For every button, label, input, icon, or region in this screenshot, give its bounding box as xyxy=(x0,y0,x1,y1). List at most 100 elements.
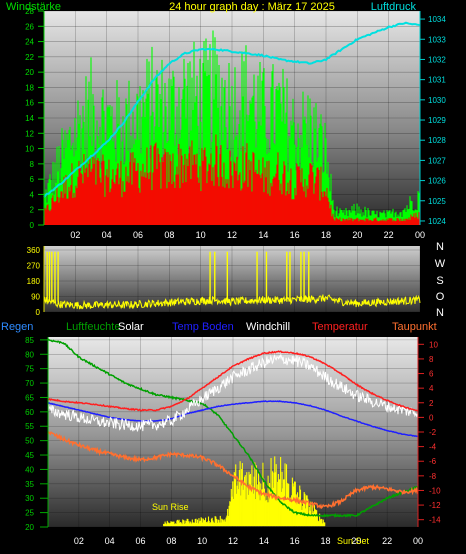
temp-tick-label: 8 xyxy=(429,355,434,364)
temp-x-tick-label: 00 xyxy=(413,536,423,546)
direction-label-w: W xyxy=(435,258,446,270)
wind-tick-label: 24 xyxy=(25,38,34,47)
pressure-tick-label: 1025 xyxy=(428,197,446,206)
direction-tick-label: 270 xyxy=(27,262,41,271)
temp-tick-label: -12 xyxy=(429,501,441,510)
humidity-tick-label: 60 xyxy=(25,408,34,417)
direction-tick-label: 90 xyxy=(31,293,40,302)
temp-tick-label: -8 xyxy=(429,472,437,481)
temp-tick-label: 6 xyxy=(429,370,434,379)
legend-taupunkt: Taupunkt xyxy=(392,321,437,333)
wind-tick-label: 6 xyxy=(30,175,35,184)
pressure-line xyxy=(43,21,421,198)
temp-x-tick-label: 22 xyxy=(382,536,392,546)
temp-gridlines xyxy=(48,337,419,528)
temp-tick-label: -10 xyxy=(429,486,441,495)
sun-set-label: Sun Set xyxy=(337,536,370,546)
wind-x-tick-label: 22 xyxy=(384,230,394,240)
wind-x-tick-label: 18 xyxy=(321,230,331,240)
wind-tick-label: 16 xyxy=(25,99,34,108)
chart-title: 24 hour graph day : März 17 2025 xyxy=(169,1,335,13)
humidity-tick-label: 20 xyxy=(25,523,34,532)
wind-x-axis: 02 04 06 08 10 12 14 16 18 20 22 00 xyxy=(70,230,425,240)
direction-tick-label: 180 xyxy=(27,277,41,286)
humidity-line xyxy=(47,338,419,518)
temp-tick-label: -2 xyxy=(429,428,437,437)
wind-x-tick-label: 10 xyxy=(196,230,206,240)
legend-windchill: Windchill xyxy=(246,321,290,333)
wind-direction-spikes xyxy=(46,251,310,302)
temp-tick-label: -14 xyxy=(429,516,441,525)
windchill-line xyxy=(47,354,419,432)
legend-solar: Solar xyxy=(118,321,144,333)
wind-tick-label: 20 xyxy=(25,68,34,77)
pressure-tick-label: 1028 xyxy=(428,136,446,145)
wind-tick-label: 12 xyxy=(25,129,34,138)
left-axis-title: Windstärke xyxy=(6,1,61,13)
humidity-tick-label: 85 xyxy=(25,336,34,345)
wind-bars xyxy=(43,30,420,225)
dewpoint-line xyxy=(47,431,419,510)
humidity-tick-label: 50 xyxy=(25,437,34,446)
wind-x-tick-label: 04 xyxy=(102,230,112,240)
pressure-tick-label: 1026 xyxy=(428,177,446,186)
legend-temperatur: Temperatur xyxy=(312,321,368,333)
temp-x-tick-label: 16 xyxy=(290,536,300,546)
temp-tick-label: 4 xyxy=(429,384,434,393)
right-axis-title: Luftdruck xyxy=(371,1,417,13)
temp-tick-label: -4 xyxy=(429,443,437,452)
wind-x-tick-label: 16 xyxy=(290,230,300,240)
wind-tick-label: 26 xyxy=(25,22,34,31)
temp-x-tick-label: 10 xyxy=(197,536,207,546)
pressure-tick-label: 1024 xyxy=(428,217,446,226)
temp-tick-label: 10 xyxy=(429,340,438,349)
humidity-tick-label: 55 xyxy=(25,422,34,431)
temp-x-tick-label: 06 xyxy=(135,536,145,546)
wind-tick-label: 28 xyxy=(25,7,34,16)
temp-x-tick-label: 18 xyxy=(320,536,330,546)
temp-x-tick-label: 14 xyxy=(259,536,269,546)
legend-luftfeuchte: Luftfeuchte xyxy=(66,321,120,333)
wind-x-tick-label: 20 xyxy=(352,230,362,240)
pressure-tick-label: 1032 xyxy=(428,55,446,64)
humidity-tick-label: 35 xyxy=(25,480,34,489)
temp-tick-label: 2 xyxy=(429,399,434,408)
humidity-left-axis: 20 25 30 35 40 45 50 55 60 65 70 75 80 85 xyxy=(25,336,49,532)
ground-temp-line xyxy=(47,400,419,438)
humidity-tick-label: 80 xyxy=(25,350,34,359)
wind-tick-label: 10 xyxy=(25,145,34,154)
humidity-tick-label: 40 xyxy=(25,465,34,474)
pressure-tick-label: 1033 xyxy=(428,35,446,44)
temp-x-tick-label: 08 xyxy=(166,536,176,546)
wind-tick-label: 2 xyxy=(30,206,35,215)
wind-tick-label: 22 xyxy=(25,53,34,62)
direction-panel-bg xyxy=(44,246,420,312)
temp-x-axis: 02 04 06 08 10 12 14 16 18 20 22 00 xyxy=(74,536,423,546)
temp-x-tick-label: 04 xyxy=(105,536,115,546)
pressure-tick-label: 1029 xyxy=(428,116,446,125)
direction-left-axis: 0 90 180 270 360 xyxy=(27,246,45,317)
sun-rise-label: Sun Rise xyxy=(152,502,189,512)
pressure-tick-label: 1027 xyxy=(428,156,446,165)
pressure-right-axis: 1024 1025 1026 1027 1028 1029 1030 1031 1032 1033… xyxy=(419,11,446,226)
wind-tick-label: 8 xyxy=(30,160,35,169)
wind-x-tick-label: 12 xyxy=(227,230,237,240)
direction-tick-label: 360 xyxy=(27,246,41,255)
legend-temp-boden: Temp Boden xyxy=(172,321,234,333)
wind-x-tick-label: 14 xyxy=(258,230,268,240)
direction-label-n-bottom: N xyxy=(436,307,444,319)
pressure-tick-label: 1031 xyxy=(428,76,446,85)
humidity-tick-label: 70 xyxy=(25,379,34,388)
wind-tick-label: 4 xyxy=(30,190,35,199)
humidity-tick-label: 25 xyxy=(25,509,34,518)
temp-x-tick-label: 20 xyxy=(351,536,361,546)
humidity-tick-label: 45 xyxy=(25,451,34,460)
temp-right-axis: -14 -12 -10 -8 -6 -4 -2 0 2 4 6 8 10 xyxy=(417,337,441,527)
direction-label-o: O xyxy=(436,291,445,303)
temp-x-tick-label: 12 xyxy=(228,536,238,546)
wind-x-tick-label: 06 xyxy=(133,230,143,240)
temperature-line xyxy=(47,350,418,412)
legend-regen: Regen xyxy=(1,321,33,333)
